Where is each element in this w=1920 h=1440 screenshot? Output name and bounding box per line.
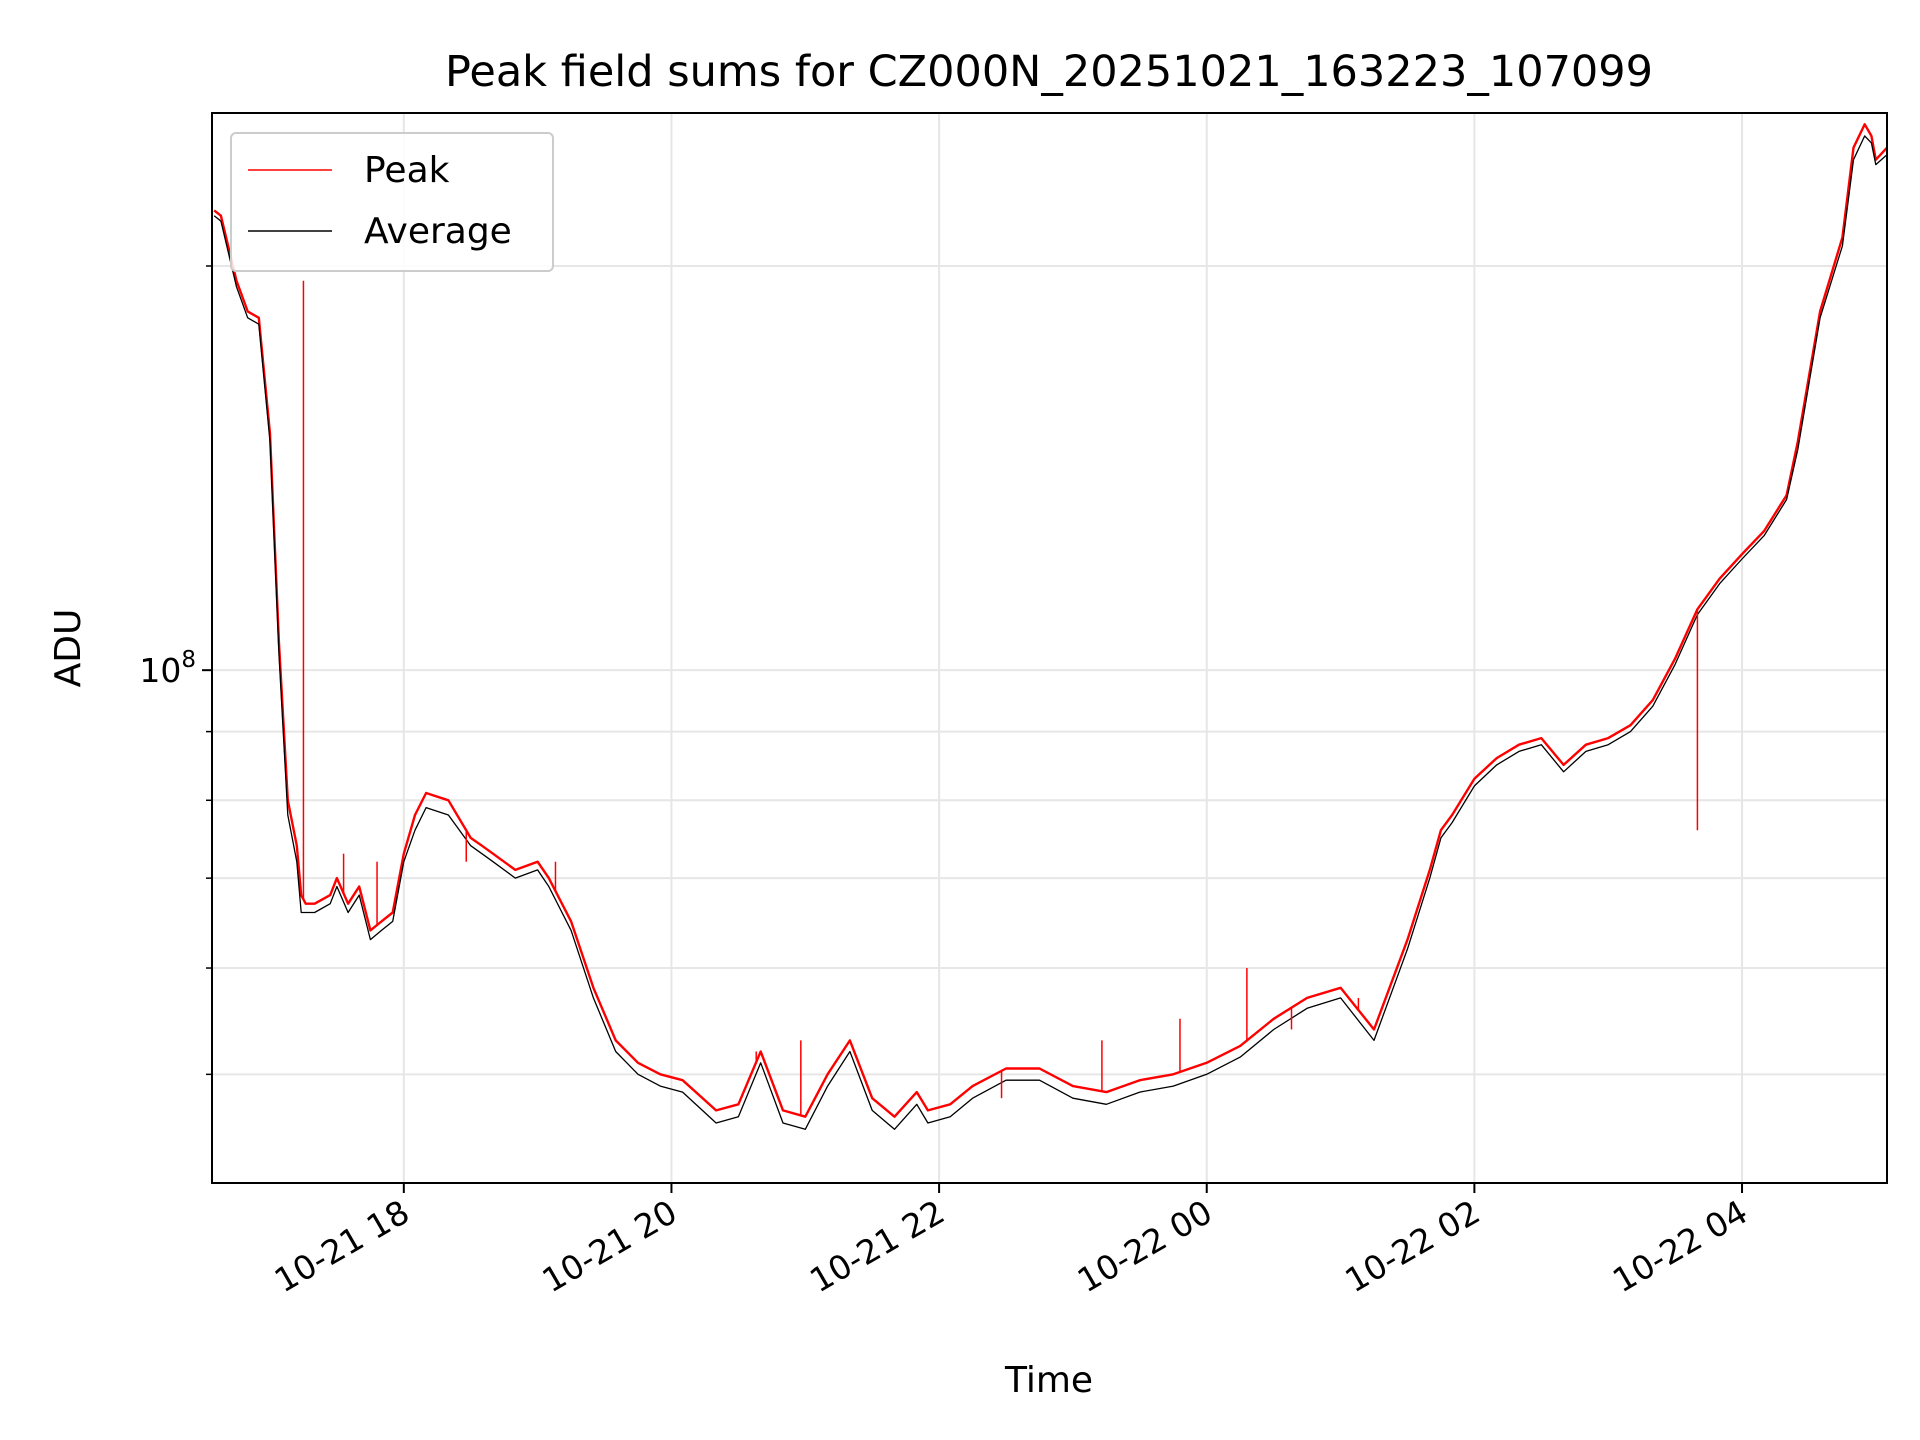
y-tick-label: 108 [139, 647, 196, 690]
chart-title: Peak field sums for CZ000N_20251021_1632… [445, 47, 1653, 97]
legend-label-peak: Peak [364, 150, 450, 191]
y-tick-exponent: 8 [181, 647, 196, 673]
legend-box [230, 132, 554, 272]
y-axis-label: ADU [48, 609, 89, 688]
series-line-peak [213, 123, 1888, 1118]
legend: Peak Average [230, 132, 554, 272]
plot-frame [211, 112, 1888, 1184]
grid-layer [212, 113, 1887, 1183]
y-tick-base: 10 [139, 651, 181, 690]
series-line-average [213, 135, 1888, 1130]
series-layer [213, 123, 1888, 1130]
legend-label-average: Average [364, 211, 512, 252]
x-axis-label: Time [1004, 1360, 1093, 1401]
